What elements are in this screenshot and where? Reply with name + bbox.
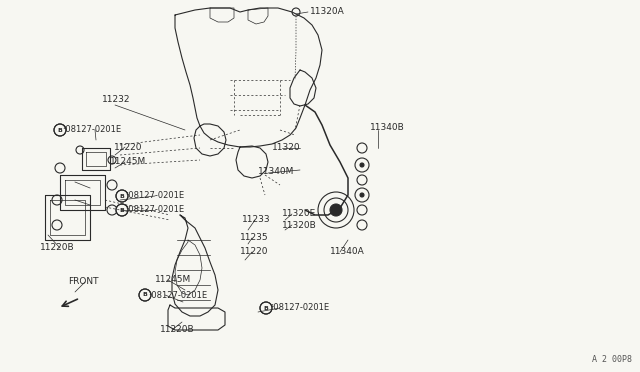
Circle shape — [54, 124, 66, 136]
Text: 11320: 11320 — [272, 144, 301, 153]
Circle shape — [139, 289, 151, 301]
Text: 11245M: 11245M — [110, 157, 147, 167]
Text: 11340B: 11340B — [370, 124, 404, 132]
Circle shape — [360, 163, 364, 167]
Text: ¹08127-0201E: ¹08127-0201E — [125, 192, 184, 201]
Text: FRONT: FRONT — [68, 278, 99, 286]
Circle shape — [330, 204, 342, 216]
Circle shape — [116, 190, 128, 202]
Text: 11320E: 11320E — [282, 208, 316, 218]
Text: B: B — [120, 193, 124, 199]
Text: 11340M: 11340M — [258, 167, 294, 176]
Text: 11235: 11235 — [240, 234, 269, 243]
Text: 11232: 11232 — [102, 96, 131, 105]
Text: 11233: 11233 — [242, 215, 271, 224]
Text: 11320A: 11320A — [310, 6, 345, 16]
Text: 11320B: 11320B — [282, 221, 317, 230]
Text: ¹08127-0201E: ¹08127-0201E — [125, 205, 184, 215]
Text: B: B — [264, 305, 268, 311]
Text: B: B — [120, 208, 124, 212]
Text: 11245M: 11245M — [155, 276, 191, 285]
Text: 11220: 11220 — [240, 247, 269, 257]
Text: A 2 00P8: A 2 00P8 — [592, 355, 632, 364]
Text: ¹08127-0201E: ¹08127-0201E — [148, 291, 207, 299]
Text: 11220: 11220 — [114, 142, 143, 151]
Text: B: B — [58, 128, 63, 132]
Circle shape — [116, 204, 128, 216]
Circle shape — [360, 193, 364, 197]
Text: B: B — [143, 292, 147, 298]
Text: ¹08127-0201E: ¹08127-0201E — [270, 304, 329, 312]
Text: 11220B: 11220B — [160, 326, 195, 334]
Circle shape — [260, 302, 272, 314]
Text: ¹08127-0201E: ¹08127-0201E — [62, 125, 121, 135]
Text: 11220B: 11220B — [40, 244, 75, 253]
Text: 11340A: 11340A — [330, 247, 365, 257]
